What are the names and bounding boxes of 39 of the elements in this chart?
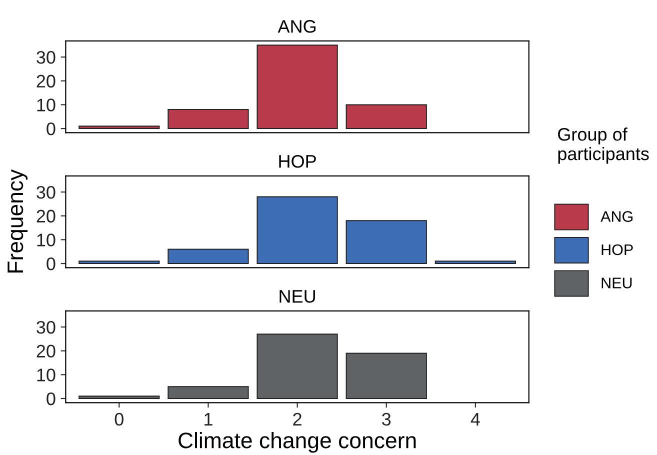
bar: [256, 196, 338, 264]
bar: [78, 126, 160, 130]
x-tick-label: 3: [382, 412, 391, 426]
y-tick-label: 20: [36, 344, 56, 358]
x-tick-label: 0: [114, 412, 124, 426]
y-tick-label: 20: [36, 74, 56, 88]
y-tick-label: 30: [36, 50, 56, 64]
x-axis-title: Climate change concern: [178, 432, 416, 453]
bar: [78, 260, 160, 264]
y-axis-title: Frequency: [8, 169, 28, 272]
y-tick-label: 10: [37, 234, 56, 246]
y-tick-label: 0: [46, 392, 56, 406]
bar: [168, 248, 249, 264]
bar: [256, 334, 338, 399]
bar: [256, 44, 338, 130]
y-tick-label: 10: [37, 368, 56, 382]
bar: [346, 352, 427, 399]
y-tick-label: 0: [46, 122, 56, 136]
y-tick-label: 0: [46, 257, 56, 270]
bar: [168, 108, 249, 130]
x-tick-label: 4: [470, 413, 480, 426]
bar: [346, 104, 427, 130]
bar: [168, 386, 249, 399]
bar: [78, 396, 160, 399]
legend-label: NEU: [602, 278, 632, 288]
chart-title: HOP: [279, 154, 316, 168]
chart-title: NEU: [280, 290, 315, 303]
y-tick-label: 30: [36, 320, 56, 334]
y-tick-label: 20: [36, 210, 56, 223]
legend-label: HOP: [602, 244, 633, 256]
y-tick-label: 30: [36, 186, 56, 199]
chart-title: ANG: [278, 20, 316, 33]
bar: [346, 220, 427, 264]
x-tick-label: 1: [204, 413, 212, 426]
bar: [434, 260, 516, 264]
legend-label: ANG: [600, 211, 633, 222]
x-tick-label: 2: [293, 412, 302, 426]
legend-title: Group of participants: [558, 128, 649, 164]
y-tick-label: 10: [37, 98, 56, 112]
